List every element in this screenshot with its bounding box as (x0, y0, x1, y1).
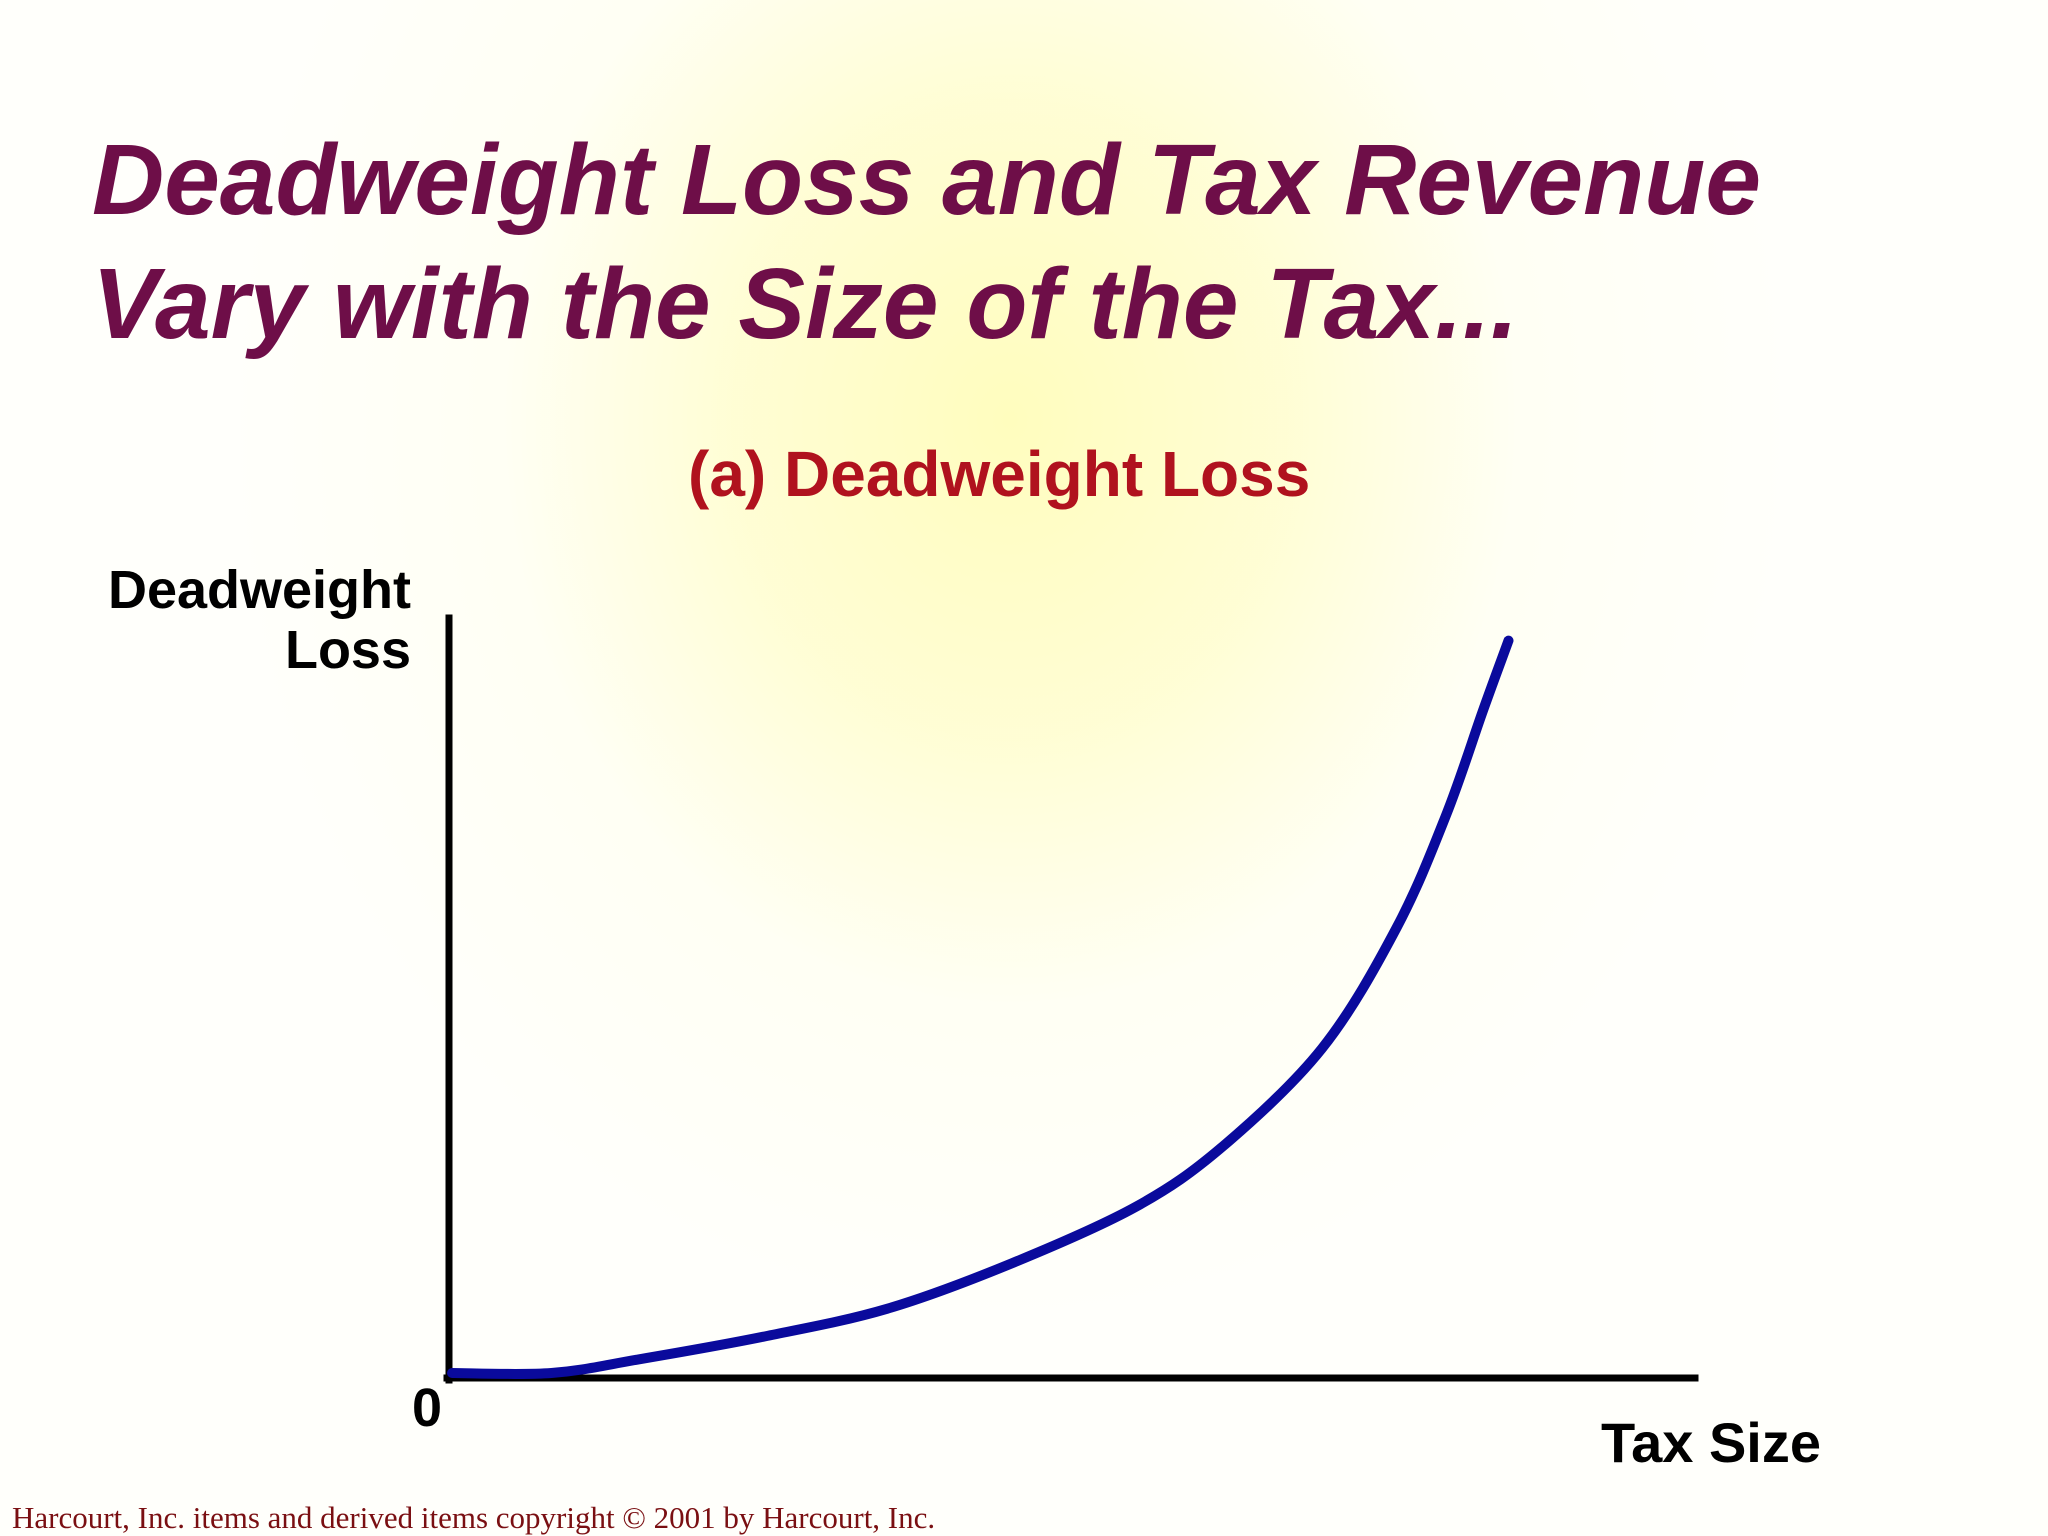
x-axis-label: Tax Size (1601, 1411, 1821, 1474)
copyright-notice: Harcourt, Inc. items and derived items c… (12, 1500, 936, 1535)
y-axis-label: Deadweight Loss (108, 560, 411, 680)
slide-title: Deadweight Loss and Tax Revenue Vary wit… (92, 118, 1761, 366)
series-layer (447, 635, 1514, 1380)
slide-title-line-2: Vary with the Size of the Tax... (92, 248, 1519, 360)
slide-title-line-1: Deadweight Loss and Tax Revenue (92, 124, 1761, 236)
origin-tick-label: 0 (412, 1378, 443, 1438)
y-axis-label-line-1: Deadweight (107, 560, 411, 620)
chart-title: (a) Deadweight Loss (688, 438, 1311, 510)
y-axis-label-line-2: Loss (284, 620, 411, 680)
deadweight-loss-curve (447, 635, 1514, 1380)
